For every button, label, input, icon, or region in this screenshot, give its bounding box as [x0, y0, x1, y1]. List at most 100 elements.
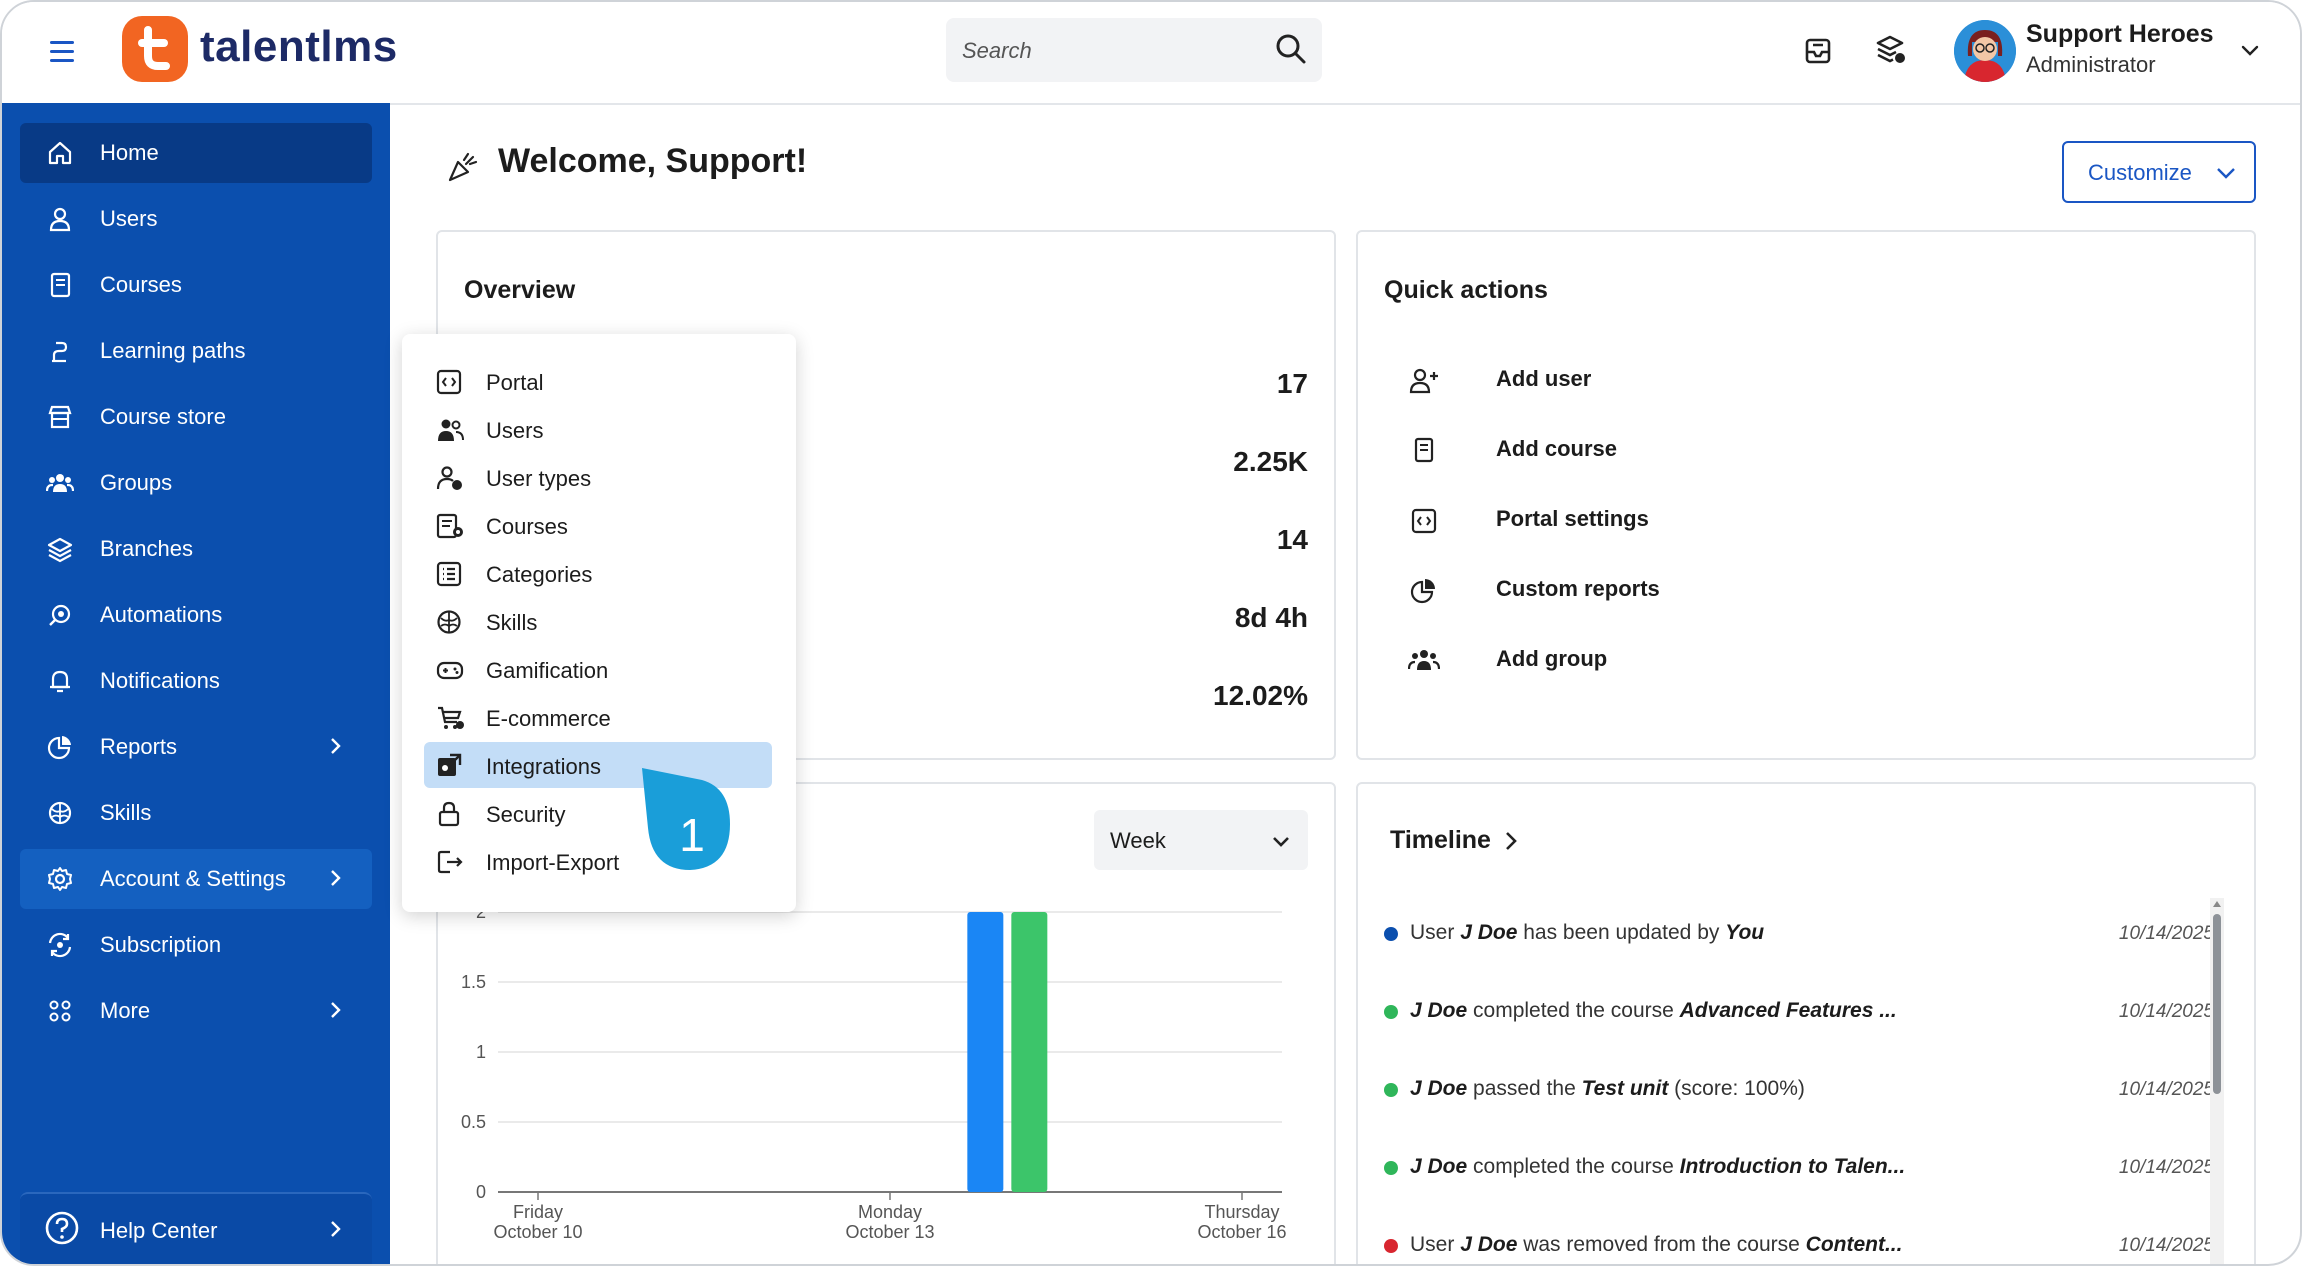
timeline-item[interactable]: User J Doe was removed from the course C…: [1384, 1226, 2214, 1264]
sidebar-item-label: Automations: [100, 602, 223, 627]
sidebar-item-groups[interactable]: Groups: [20, 453, 372, 513]
sidebar-item-skills[interactable]: Skills: [20, 783, 372, 843]
timeline-fragment: (score: 100%): [1668, 1077, 1805, 1100]
menu-item-label: Users: [486, 418, 544, 443]
timeline-emphasis: Content...: [1805, 1233, 1903, 1256]
layers-icon: [47, 537, 73, 563]
menu-item-courses[interactable]: Courses: [424, 502, 772, 548]
y-tick-label: 0: [476, 1182, 486, 1202]
period-select[interactable]: Week: [1094, 810, 1308, 870]
menu-item-label: Security: [486, 802, 566, 827]
gear-icon: [48, 867, 72, 891]
sidebar-item-label: Skills: [100, 800, 152, 825]
sidebar-item-label: Groups: [100, 470, 173, 495]
sidebar-item-courses[interactable]: Courses: [20, 255, 372, 315]
timeline-text: J Doe completed the course Introduction …: [1410, 1155, 1950, 1179]
home-icon: [48, 141, 72, 165]
menu-item-security[interactable]: Security: [424, 790, 772, 836]
sidebar-item-users[interactable]: Users: [20, 189, 372, 249]
timeline-title[interactable]: Timeline: [1390, 826, 1491, 854]
menu-item-import-export[interactable]: Import-Export: [424, 838, 772, 884]
timeline-date: 10/14/2025: [2118, 1001, 2214, 1022]
bar: [1011, 912, 1048, 1192]
sidebar-item-branches[interactable]: Branches: [20, 519, 372, 579]
sidebar-item-reports[interactable]: Reports: [20, 717, 372, 777]
timeline-item[interactable]: J Doe completed the course Advanced Feat…: [1384, 992, 2214, 1032]
menu-item-categories[interactable]: Categories: [424, 550, 772, 596]
course-settings-icon: [436, 513, 463, 539]
path-icon: [52, 341, 68, 363]
sidebar-item-automations[interactable]: Automations: [20, 585, 372, 645]
menu-item-integrations[interactable]: Integrations: [424, 742, 772, 788]
timeline-text: User J Doe was removed from the course C…: [1410, 1233, 1950, 1257]
scroll-up-icon[interactable]: [2211, 898, 2223, 910]
timeline-emphasis: J Doe: [1460, 1233, 1518, 1256]
sidebar-item-notifications[interactable]: Notifications: [20, 651, 372, 711]
help-icon: [45, 1211, 79, 1245]
help-center-button[interactable]: Help Center: [20, 1192, 372, 1264]
sidebar-item-home[interactable]: Home: [20, 123, 372, 183]
avatar: [1954, 20, 2016, 82]
brain-icon: [48, 801, 72, 825]
sidebar-item-more[interactable]: More: [20, 981, 372, 1041]
scrollbar-thumb[interactable]: [2213, 914, 2221, 1094]
user-name: Support Heroes: [2026, 20, 2214, 48]
sidebar-item-course-store[interactable]: Course store: [20, 387, 372, 447]
chevron-right-icon[interactable]: [1498, 828, 1524, 854]
branches-switch-icon[interactable]: [1872, 32, 1908, 68]
sidebar-item-learning-paths[interactable]: Learning paths: [20, 321, 372, 381]
top-header: talentlms Search: [2, 2, 2300, 105]
timeline-date: 10/14/2025: [2118, 1235, 2214, 1256]
timeline-text: J Doe passed the Test unit (score: 100%): [1410, 1077, 1950, 1101]
timeline-text: User J Doe has been updated by You: [1410, 921, 1950, 945]
timeline-item[interactable]: J Doe completed the course Introduction …: [1384, 1148, 2214, 1188]
settings-submenu: Portal Users User types Courses Categori…: [402, 334, 796, 912]
search-input[interactable]: Search: [946, 18, 1322, 82]
x-tick-label: October 10: [493, 1222, 582, 1242]
menu-item-users[interactable]: Users: [424, 406, 772, 452]
user-menu[interactable]: Support Heroes Administrator: [1942, 10, 2272, 92]
menu-toggle-icon[interactable]: [44, 36, 78, 68]
x-tick-label: Monday: [858, 1202, 922, 1222]
book-icon: [50, 272, 71, 298]
timeline-text: J Doe completed the course Advanced Feat…: [1410, 999, 1950, 1023]
status-dot-icon: [1384, 1005, 1398, 1019]
timeline-fragment: passed the: [1467, 1077, 1582, 1100]
user-icon: [49, 207, 71, 232]
quick-action-label: Add user: [1496, 366, 1592, 391]
group-icon: [1408, 650, 1440, 670]
bar: [967, 912, 1004, 1192]
menu-item-user-types[interactable]: User types: [424, 454, 772, 500]
menu-item-portal[interactable]: Portal: [424, 358, 772, 404]
menu-item-gamification[interactable]: Gamification: [424, 646, 772, 692]
timeline-fragment: User: [1410, 921, 1461, 944]
search-icon[interactable]: [1274, 32, 1308, 66]
menu-item-skills[interactable]: Skills: [424, 598, 772, 644]
brain-icon: [437, 610, 461, 634]
menu-item-e-commerce[interactable]: E-commerce: [424, 694, 772, 740]
timeline-emphasis: Advanced Features ...: [1679, 999, 1897, 1022]
step-callout-icon: [642, 768, 730, 870]
timeline-item[interactable]: J Doe passed the Test unit (score: 100%)…: [1384, 1070, 2214, 1110]
timeline-item[interactable]: User J Doe has been updated by You 10/14/…: [1384, 914, 2214, 954]
group-icon: [46, 474, 74, 492]
sidebar-item-account-settings[interactable]: Account & Settings: [20, 849, 372, 909]
timeline-fragment: has been updated by: [1517, 921, 1726, 944]
sidebar-item-label: Subscription: [100, 932, 222, 957]
user-type-icon: [436, 466, 462, 490]
status-dot-icon: [1384, 1083, 1398, 1097]
x-tick-label: Thursday: [1204, 1202, 1279, 1222]
y-tick-label: 0.5: [461, 1112, 486, 1132]
quick-action-label: Add group: [1496, 646, 1608, 671]
grid-dots-icon: [49, 1000, 71, 1022]
customize-button[interactable]: Customize: [2062, 141, 2256, 203]
timeline-emphasis: Test unit: [1581, 1077, 1669, 1100]
overview-value: 8d 4h: [1234, 602, 1308, 633]
status-dot-icon: [1384, 927, 1398, 941]
quick-action-label: Portal settings: [1496, 506, 1649, 531]
quick-action-label: Custom reports: [1496, 576, 1660, 601]
status-dot-icon: [1384, 1239, 1398, 1253]
messages-icon[interactable]: [1800, 32, 1836, 68]
sidebar-item-subscription[interactable]: Subscription: [20, 915, 372, 975]
